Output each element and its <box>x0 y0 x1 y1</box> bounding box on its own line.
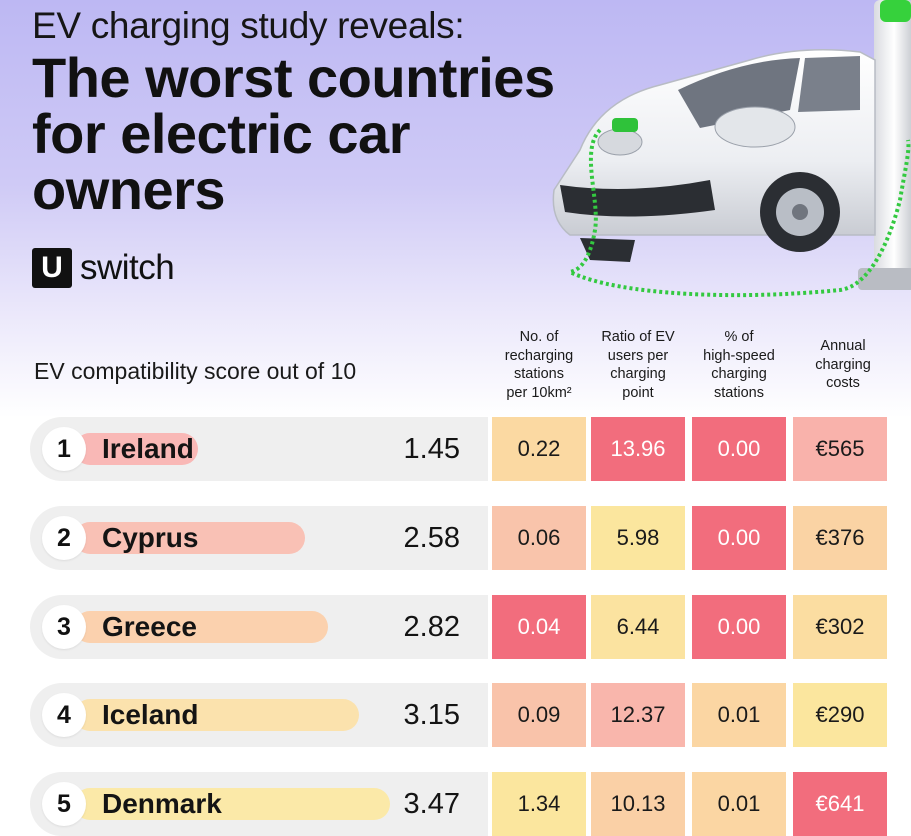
column-header-line: charging <box>610 366 666 382</box>
score-value: 3.47 <box>403 788 460 820</box>
table-cell-stations: 0.09 <box>492 683 586 747</box>
score-bar <box>74 433 198 465</box>
column-header-line: stations <box>514 366 564 382</box>
table-cell-highspeed: 0.01 <box>692 772 786 836</box>
score-bar <box>74 788 390 820</box>
column-header-line: % of <box>724 329 754 345</box>
table-cell-costs: €376 <box>793 506 887 570</box>
charger-station <box>858 0 911 290</box>
car-charging-illustration <box>552 0 911 298</box>
score-value: 2.58 <box>403 522 460 554</box>
table-cell-costs: €565 <box>793 417 887 481</box>
headline-line: owners <box>32 158 226 221</box>
country-name: Denmark <box>102 788 222 819</box>
country-name: Greece <box>102 611 197 642</box>
column-header-costs: Annual charging costs <box>797 337 889 393</box>
score-value: 1.45 <box>403 433 460 465</box>
uswitch-logo: U switch <box>32 248 175 288</box>
charging-cable <box>563 118 911 298</box>
rank-badge: 2 <box>42 516 86 560</box>
logo-text: switch <box>80 248 175 287</box>
column-header-stations: No. of recharging stations per 10km² <box>493 328 585 402</box>
column-header-line: point <box>622 384 654 401</box>
table-cell-highspeed: 0.00 <box>692 595 786 659</box>
country-name: Iceland <box>102 699 199 730</box>
table-cell-costs: €302 <box>793 595 887 659</box>
headline-line: for electric car <box>32 102 410 165</box>
table-cell-costs: €290 <box>793 683 887 747</box>
table-cell-ratio: 5.98 <box>591 506 685 570</box>
table-cell-highspeed: 0.00 <box>692 506 786 570</box>
column-header-line: stations <box>714 384 764 401</box>
rank-badge: 4 <box>42 693 86 737</box>
table-cell-stations: 0.04 <box>492 595 586 659</box>
country-name: Cyprus <box>102 522 199 553</box>
column-header-highspeed: % of high-speed charging stations <box>693 328 785 402</box>
column-header-line: No. of <box>519 329 559 345</box>
column-header-line: Annual <box>820 338 866 354</box>
rank-badge: 5 <box>42 782 86 826</box>
column-header-line: charging <box>711 366 767 382</box>
table-cell-ratio: 13.96 <box>591 417 685 481</box>
column-header-line: per 10km² <box>506 384 572 401</box>
rank-badge: 3 <box>42 605 86 649</box>
table-cell-stations: 1.34 <box>492 772 586 836</box>
rank-badge: 1 <box>42 427 86 471</box>
header: EV charging study reveals: The worst cou… <box>32 4 632 218</box>
table-cell-costs: €641 <box>793 772 887 836</box>
score-bar <box>74 699 360 731</box>
column-header-line: recharging <box>504 347 574 364</box>
score-label: EV compatibility score out of 10 <box>34 358 357 384</box>
table-cell-ratio: 10.13 <box>591 772 685 836</box>
column-header-line: Ratio of EV <box>601 329 675 345</box>
headline: The worst countries for electric car own… <box>32 50 632 218</box>
column-header-line: charging <box>815 356 871 373</box>
score-bar <box>74 522 306 554</box>
kicker: EV charging study reveals: <box>32 5 465 46</box>
score-value: 2.82 <box>403 611 460 643</box>
column-header-line: high-speed <box>703 347 775 364</box>
table-cell-ratio: 12.37 <box>591 683 685 747</box>
table-cell-highspeed: 0.01 <box>692 683 786 747</box>
column-header-line: costs <box>826 375 860 391</box>
logo-mark: U <box>32 248 72 288</box>
column-header-ratio: Ratio of EV users per charging point <box>592 328 684 402</box>
country-name: Ireland <box>102 433 194 464</box>
score-value: 3.15 <box>403 699 460 731</box>
column-header-line: users per <box>607 347 669 364</box>
table-cell-stations: 0.22 <box>492 417 586 481</box>
headline-line: The worst countries <box>32 46 555 109</box>
table-cell-highspeed: 0.00 <box>692 417 786 481</box>
score-bar <box>74 611 328 643</box>
table-cell-stations: 0.06 <box>492 506 586 570</box>
table-cell-ratio: 6.44 <box>591 595 685 659</box>
car <box>552 49 876 262</box>
